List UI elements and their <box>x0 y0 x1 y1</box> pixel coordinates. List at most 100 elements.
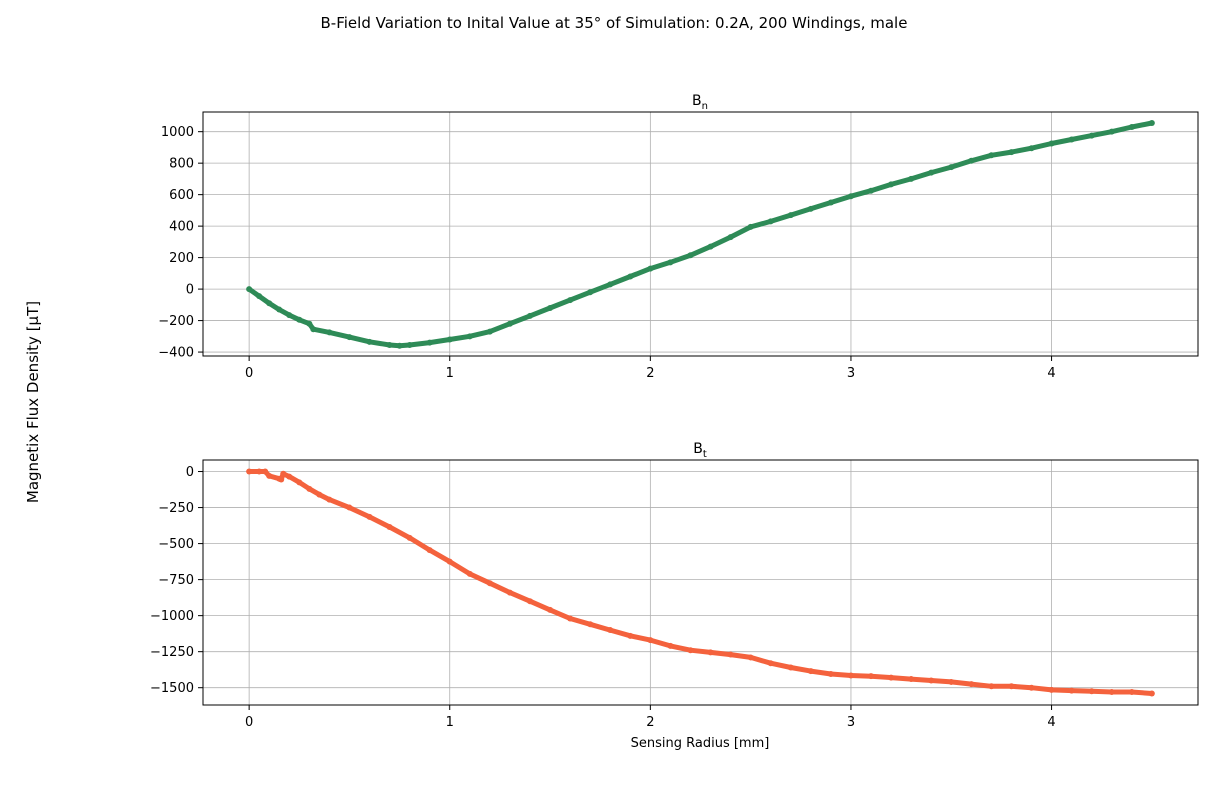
data-point-bn <box>687 252 694 259</box>
data-point-bt <box>278 476 285 483</box>
data-point-bt <box>1068 687 1075 694</box>
series-line-bt <box>246 469 1155 696</box>
subplot-bn: Bn 0 1 2 3 4 −400 −200 0 200 400 600 800 1000 <box>158 93 1199 381</box>
data-point-bt <box>687 647 694 654</box>
data-point-bn <box>847 193 854 200</box>
data-point-bn <box>888 181 895 188</box>
data-point-bn <box>948 164 955 171</box>
data-point-bt <box>727 651 734 658</box>
x-tick-label: 4 <box>1047 715 1055 730</box>
data-point-bn <box>486 328 493 335</box>
y-tick-label: −500 <box>158 537 194 552</box>
y-tick-label: −750 <box>158 573 194 588</box>
data-point-bt <box>406 534 413 541</box>
data-point-bn <box>1028 145 1035 152</box>
x-axis-label: Sensing Radius [mm] <box>631 736 770 751</box>
data-point-bn <box>466 333 473 340</box>
data-point-bt <box>928 677 935 684</box>
data-point-bt <box>506 589 513 596</box>
data-point-bt <box>446 558 453 565</box>
data-point-bn <box>908 175 915 182</box>
subplot-bt-title: Bt <box>693 441 707 460</box>
x-tick-label: 0 <box>245 366 253 381</box>
data-point-bn <box>647 265 654 272</box>
x-tick-label: 3 <box>847 715 855 730</box>
y-tick-label: −1000 <box>150 609 194 624</box>
data-point-bn <box>1148 120 1155 127</box>
data-point-bt <box>948 678 955 685</box>
data-point-bn <box>306 320 313 327</box>
data-point-bn <box>807 205 814 212</box>
data-point-bt <box>306 485 313 492</box>
data-point-bt <box>1128 689 1135 696</box>
data-point-bn <box>246 286 253 293</box>
data-point-bt <box>1028 684 1035 691</box>
axes-frame-bt <box>202 459 1199 706</box>
data-point-bn <box>767 218 774 225</box>
data-point-bn <box>346 334 353 341</box>
data-point-bn <box>727 234 734 241</box>
data-point-bt <box>868 673 875 680</box>
data-point-bn <box>607 281 614 288</box>
data-point-bt <box>262 468 269 475</box>
data-point-bt <box>807 668 814 675</box>
data-point-bt <box>326 496 333 503</box>
x-tick-label: 2 <box>646 715 654 730</box>
data-point-bt <box>316 491 323 498</box>
data-point-bt <box>908 676 915 683</box>
data-point-bn <box>667 259 674 266</box>
data-point-bn <box>1048 140 1055 147</box>
data-point-bt <box>286 473 293 480</box>
data-point-bt <box>627 632 634 639</box>
data-point-bn <box>547 304 554 311</box>
data-point-bt <box>988 683 995 690</box>
series-line-bn <box>246 120 1155 349</box>
data-point-bt <box>587 621 594 628</box>
y-tick-label: 800 <box>169 157 194 172</box>
data-point-bn <box>627 273 634 280</box>
data-point-bt <box>607 627 614 634</box>
y-tick-label: 600 <box>169 188 194 203</box>
data-point-bt <box>707 649 714 656</box>
data-point-bn <box>526 312 533 319</box>
y-tick-label: 0 <box>186 283 194 298</box>
data-point-bn <box>1008 149 1015 156</box>
data-point-bt <box>888 674 895 681</box>
y-tick-label: 200 <box>169 251 194 266</box>
data-point-bn <box>426 339 433 346</box>
data-point-bt <box>847 672 854 679</box>
data-point-bt <box>968 681 975 688</box>
data-point-bn <box>928 169 935 176</box>
data-point-bt <box>827 671 834 678</box>
x-tick-label: 0 <box>245 715 253 730</box>
data-point-bt <box>567 615 574 622</box>
data-point-bn <box>868 187 875 194</box>
x-tick-label: 1 <box>446 715 454 730</box>
data-point-bn <box>787 212 794 219</box>
y-tick-label: 1000 <box>161 125 194 140</box>
x-tick-label: 3 <box>847 366 855 381</box>
data-point-bt <box>1008 683 1015 690</box>
data-point-bt <box>280 470 287 477</box>
data-point-bt <box>426 547 433 554</box>
data-point-bn <box>276 306 283 313</box>
data-point-bt <box>747 654 754 661</box>
data-point-bn <box>386 341 393 348</box>
shared-y-axis-label: Magnetix Flux Density [μT] <box>24 301 42 503</box>
data-point-bt <box>296 479 303 486</box>
data-point-bn <box>1068 136 1075 143</box>
y-tick-label: −1500 <box>150 681 194 696</box>
x-tick-label: 1 <box>446 366 454 381</box>
y-tick-label: −200 <box>158 314 194 329</box>
data-point-bt <box>526 598 533 605</box>
subplot-bn-title: Bn <box>692 93 708 112</box>
data-point-bn <box>827 199 834 206</box>
data-point-bt <box>1148 690 1155 697</box>
data-point-bt <box>346 504 353 511</box>
data-point-bt <box>246 468 253 475</box>
data-point-bt <box>366 513 373 520</box>
data-point-bn <box>396 342 403 349</box>
data-point-bn <box>1088 132 1095 139</box>
data-point-bt <box>256 468 263 475</box>
x-tick-label: 4 <box>1047 366 1055 381</box>
